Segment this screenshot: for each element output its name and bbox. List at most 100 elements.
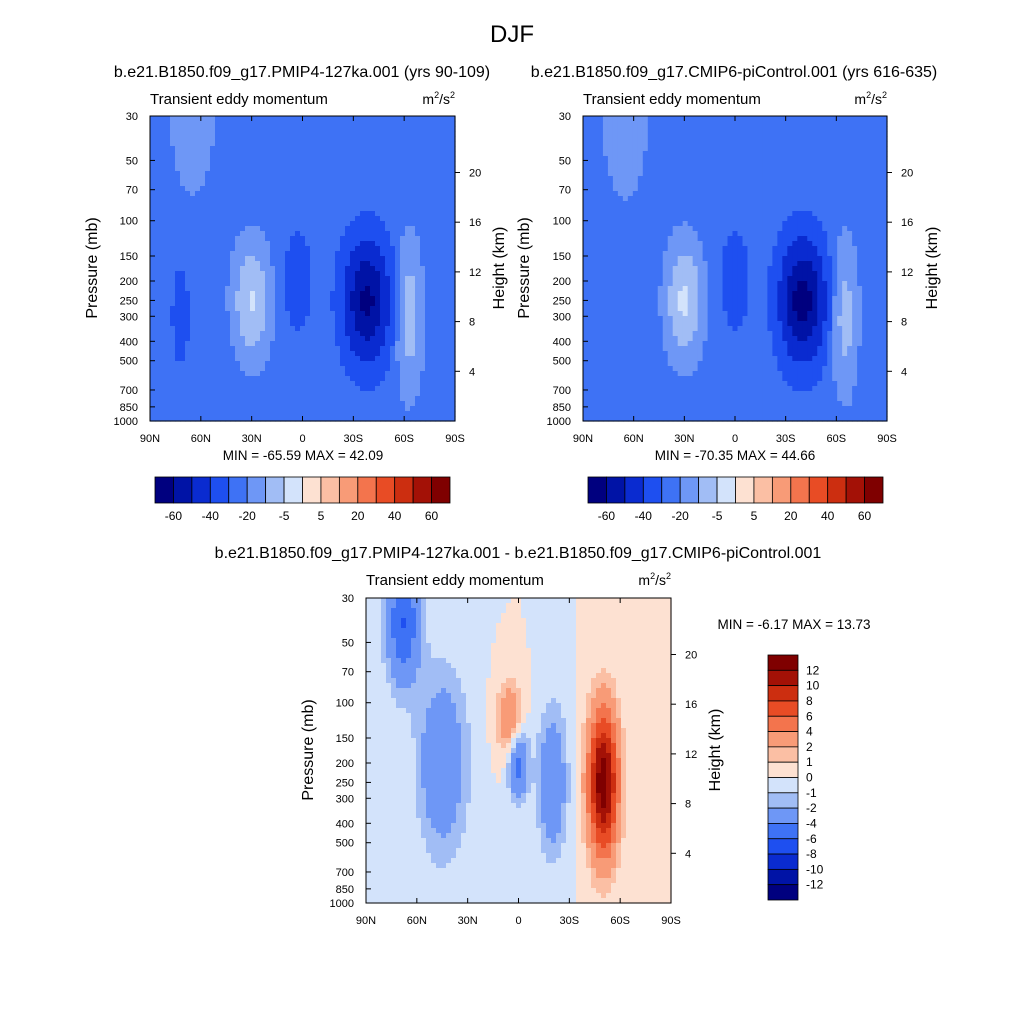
field-cell [390, 121, 396, 127]
field-cell [410, 236, 416, 242]
field-cell [827, 181, 833, 187]
field-cell [837, 201, 843, 207]
field-cell [420, 281, 426, 287]
field-cell [250, 186, 256, 192]
field-cell [310, 266, 316, 272]
field-cell [445, 341, 451, 347]
field-cell [285, 196, 291, 202]
field-cell [175, 166, 181, 172]
field-cell [842, 181, 848, 187]
field-cell [195, 301, 201, 307]
field-cell [360, 271, 366, 277]
field-cell [325, 336, 331, 342]
field-cell [320, 381, 326, 387]
field-cell [305, 186, 311, 192]
field-cell [310, 116, 316, 122]
field-cell [325, 221, 331, 227]
field-cell [200, 171, 206, 177]
field-cell [275, 371, 281, 377]
field-cell [762, 171, 768, 177]
field-cell [440, 206, 446, 212]
field-cell [632, 161, 639, 167]
field-cell [280, 296, 286, 302]
field-cell [587, 196, 594, 202]
field-cell [240, 326, 246, 332]
field-cell [310, 211, 316, 217]
field-cell [180, 391, 186, 397]
field-cell [672, 136, 679, 142]
field-cell [857, 166, 863, 172]
field-cell [210, 156, 216, 162]
field-cell [150, 351, 156, 357]
field-cell [235, 406, 241, 412]
field-cell [205, 301, 211, 307]
field-cell [240, 196, 246, 202]
field-cell [335, 246, 341, 252]
field-cell [345, 391, 351, 397]
field-cell [415, 221, 421, 227]
field-cell [732, 206, 739, 212]
field-cell [682, 131, 689, 137]
field-cell [200, 246, 206, 252]
field-cell [295, 356, 301, 362]
field-cell [400, 291, 406, 297]
field-cell [440, 231, 446, 237]
field-cell [300, 411, 306, 417]
field-cell [210, 411, 216, 417]
field-cell [320, 231, 326, 237]
field-cell [732, 181, 739, 187]
field-cell [872, 151, 878, 157]
field-cell [782, 196, 788, 202]
field-cell [270, 396, 276, 402]
field-cell [420, 256, 426, 262]
field-cell [450, 246, 456, 252]
field-cell [315, 206, 321, 212]
field-cell [450, 356, 456, 362]
field-cell [602, 131, 609, 137]
field-cell [797, 196, 803, 202]
field-cell [450, 211, 456, 217]
field-cell [395, 366, 401, 372]
field-cell [165, 146, 171, 152]
field-cell [350, 276, 356, 282]
field-cell [290, 396, 296, 402]
field-cell [165, 126, 171, 132]
field-cell [300, 241, 306, 247]
field-cell [445, 216, 451, 222]
field-cell [300, 356, 306, 362]
field-cell [440, 236, 446, 242]
field-cell [802, 126, 808, 132]
field-cell [652, 181, 659, 187]
field-cell [587, 201, 594, 207]
field-cell [395, 121, 401, 127]
field-cell [155, 226, 161, 232]
field-cell [210, 251, 216, 257]
field-cell [325, 211, 331, 217]
field-cell [792, 196, 798, 202]
field-cell [270, 291, 276, 297]
field-cell [175, 201, 181, 207]
field-cell [325, 246, 331, 252]
field-cell [175, 296, 181, 302]
field-cell [170, 236, 176, 242]
field-cell [345, 301, 351, 307]
field-cell [270, 171, 276, 177]
field-cell [667, 196, 674, 202]
field-cell [295, 381, 301, 387]
field-cell [290, 216, 296, 222]
field-cell [712, 131, 719, 137]
field-cell [375, 366, 381, 372]
field-cell [190, 211, 196, 217]
field-cell [330, 211, 336, 217]
field-cell [250, 236, 256, 242]
field-cell [802, 176, 808, 182]
field-cell [305, 136, 311, 142]
field-cell [315, 156, 321, 162]
field-cell [390, 346, 396, 352]
field-cell [240, 141, 246, 147]
field-cell [280, 381, 286, 387]
field-cell [722, 136, 729, 142]
field-cell [160, 351, 166, 357]
field-cell [215, 336, 221, 342]
field-cell [420, 366, 426, 372]
